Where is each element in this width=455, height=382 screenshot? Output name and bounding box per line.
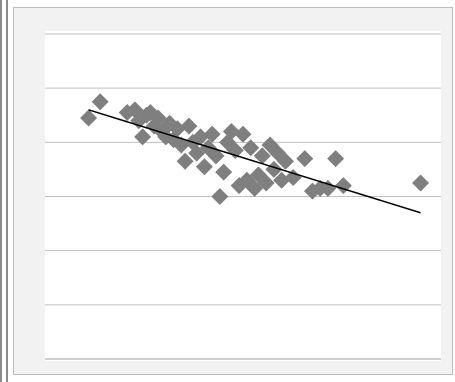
data-point [211, 188, 229, 205]
data-point [257, 174, 275, 192]
data-point [203, 125, 221, 143]
data-point [222, 123, 240, 140]
scatter-chart [45, 33, 441, 360]
data-point [134, 128, 152, 146]
data-point [176, 152, 194, 170]
chart-frame [13, 7, 453, 375]
data-point [265, 160, 283, 178]
data-point [246, 179, 264, 197]
data-point [80, 109, 98, 127]
plot-area [45, 31, 441, 361]
left-divider-outer [0, 0, 2, 382]
data-point [327, 150, 345, 168]
data-point [319, 179, 337, 197]
data-point [276, 152, 294, 170]
data-point [180, 117, 198, 135]
data-point [188, 144, 206, 162]
data-point [168, 120, 186, 138]
data-point [207, 147, 225, 165]
data-point [91, 93, 109, 111]
data-point [412, 174, 430, 192]
data-point [242, 139, 260, 157]
data-point [296, 150, 314, 168]
data-point [195, 158, 213, 176]
data-point [273, 171, 291, 189]
data-point [234, 125, 252, 143]
data-point [215, 163, 233, 181]
data-point [172, 136, 190, 154]
data-point [192, 128, 210, 146]
left-divider-inner [6, 0, 8, 382]
trendline [88, 109, 421, 214]
data-point [226, 141, 244, 159]
data-point [284, 169, 302, 187]
data-point [334, 177, 352, 195]
data-point [261, 136, 279, 154]
